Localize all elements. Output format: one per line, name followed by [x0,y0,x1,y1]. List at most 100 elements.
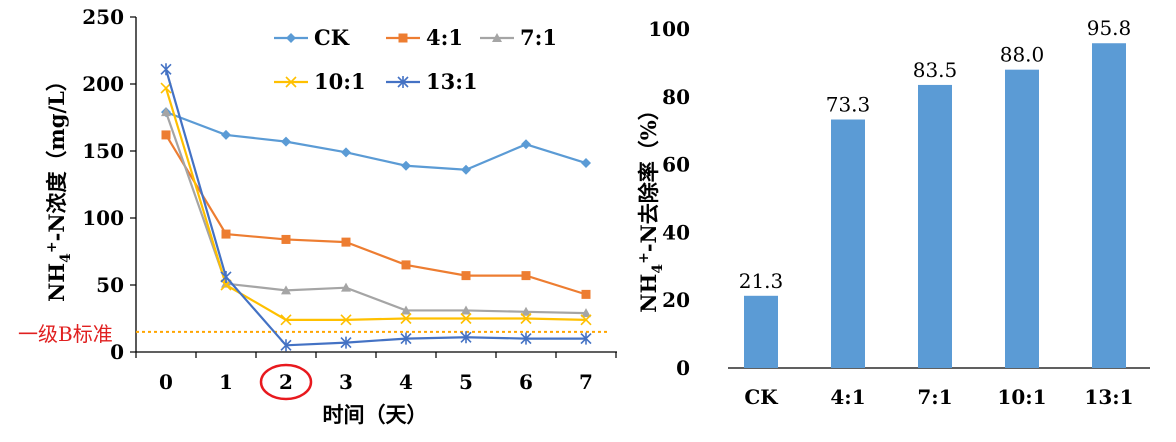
line-series-CK [161,107,591,175]
line-x-tick-label: 6 [519,370,533,394]
line-x-tick-label: 4 [399,370,413,394]
data-point [521,139,531,150]
bar-y-tick-label: 100 [648,17,690,41]
line-x-tick-label: 7 [579,370,593,394]
data-point [400,332,412,345]
line-chart: 0 50 100 150 200 250 0 1 2 3 4 5 6 7 一级B标准 时间（天） NH4… [18,5,617,427]
bar [1005,69,1039,369]
bar-y-tick-label: 0 [676,356,690,380]
reference-line-label: 一级B标准 [18,322,113,346]
bar-y-tick-label: 60 [662,153,690,177]
data-point [341,282,351,292]
legend-marker [398,33,408,43]
data-point [581,308,591,318]
data-point [521,271,531,281]
bar-value-label: 95.8 [1087,16,1132,40]
legend-item: CK [274,25,350,50]
data-point [581,158,591,169]
bar-chart: 0 20 40 60 80 100 21.3 CK 73.3 4:1 83.5 7:1 88.0 10:… [636,16,1150,409]
line-y-ticks: 0 50 100 150 200 250 [82,5,136,364]
data-point [341,237,351,247]
bar-value-label: 21.3 [739,269,784,293]
data-point [340,314,352,326]
line-series-7-1 [161,107,591,318]
legend-marker [397,76,409,88]
data-point [221,129,231,140]
line-series-13-1 [160,63,592,352]
legend-item: 4:1 [386,25,463,50]
highlight-circle [259,363,313,401]
data-point [520,312,532,325]
data-point [461,271,471,281]
legend-marker [286,33,296,43]
series-line [165,134,587,296]
legend-marker [492,33,502,42]
bar-x-tick-label: 10:1 [997,385,1046,409]
bar [744,295,778,368]
line-series-4-1 [161,130,591,299]
bar-value-label: 73.3 [826,93,871,117]
data-point [401,160,411,171]
line-y-axis-title: NH4+-N浓度（mg/L） [44,70,74,302]
data-point [580,332,592,345]
line-x-tick-label: 2 [279,370,293,394]
line-y-tick-label: 100 [82,206,124,230]
data-point [161,107,171,117]
series-line [164,87,587,321]
data-point [401,260,411,270]
data-point [401,305,411,315]
data-point [581,289,591,299]
data-point [280,339,292,352]
data-point [221,229,231,239]
series-line [165,111,587,171]
line-x-tick-label: 3 [339,370,353,394]
bar-y-tick-label: 20 [662,288,690,312]
data-point [580,314,592,326]
bars-group: 21.3 CK 73.3 4:1 83.5 7:1 88.0 10:1 95.8 13:1 [739,16,1134,409]
legend-marker [285,76,297,88]
data-point [400,312,412,325]
data-point [520,332,532,345]
line-x-tick-label: 1 [219,370,233,394]
line-x-axis-title: 时间（天） [323,402,428,427]
legend-label: CK [314,25,350,50]
data-point [220,270,232,283]
data-point [160,63,172,76]
line-x-tick-label: 5 [459,370,473,394]
data-point [461,305,471,315]
bar-x-tick-label: CK [744,385,778,409]
line-y-tick-label: 0 [110,340,124,364]
data-point [280,314,292,326]
line-y-tick-label: 150 [82,139,124,163]
bar [831,119,865,368]
line-series-group [160,63,592,352]
line-y-tick-label: 200 [82,72,124,96]
data-point [281,285,291,295]
series-line [164,111,587,315]
line-y-tick-label: 50 [96,273,124,297]
data-point [341,147,351,158]
data-point [521,306,531,316]
legend: CK 4:1 7:1 10:1 13:1 [274,25,557,94]
bar-x-tick-label: 7:1 [917,385,952,409]
data-point [281,234,291,244]
bar-y-axis-title: NH4+-N去除率（%） [636,99,666,312]
line-x-ticks: 0 1 2 3 4 5 6 7 [135,352,617,394]
data-point [281,136,291,147]
bar-y-ticks: 0 20 40 60 80 100 [648,17,690,380]
bar [918,84,952,368]
data-point [461,164,471,175]
bar-value-label: 88.0 [1000,43,1045,67]
line-series-10-1 [160,82,592,326]
line-x-tick-label: 0 [159,370,173,394]
bar-y-tick-label: 80 [662,85,690,109]
data-point [161,130,171,140]
bar [1092,43,1126,368]
legend-label: 10:1 [314,69,366,94]
bar-x-tick-label: 4:1 [830,385,865,409]
bar-y-tick-label: 40 [662,220,690,244]
legend-item: 13:1 [386,69,478,94]
data-point [460,331,472,344]
data-point [340,336,352,349]
